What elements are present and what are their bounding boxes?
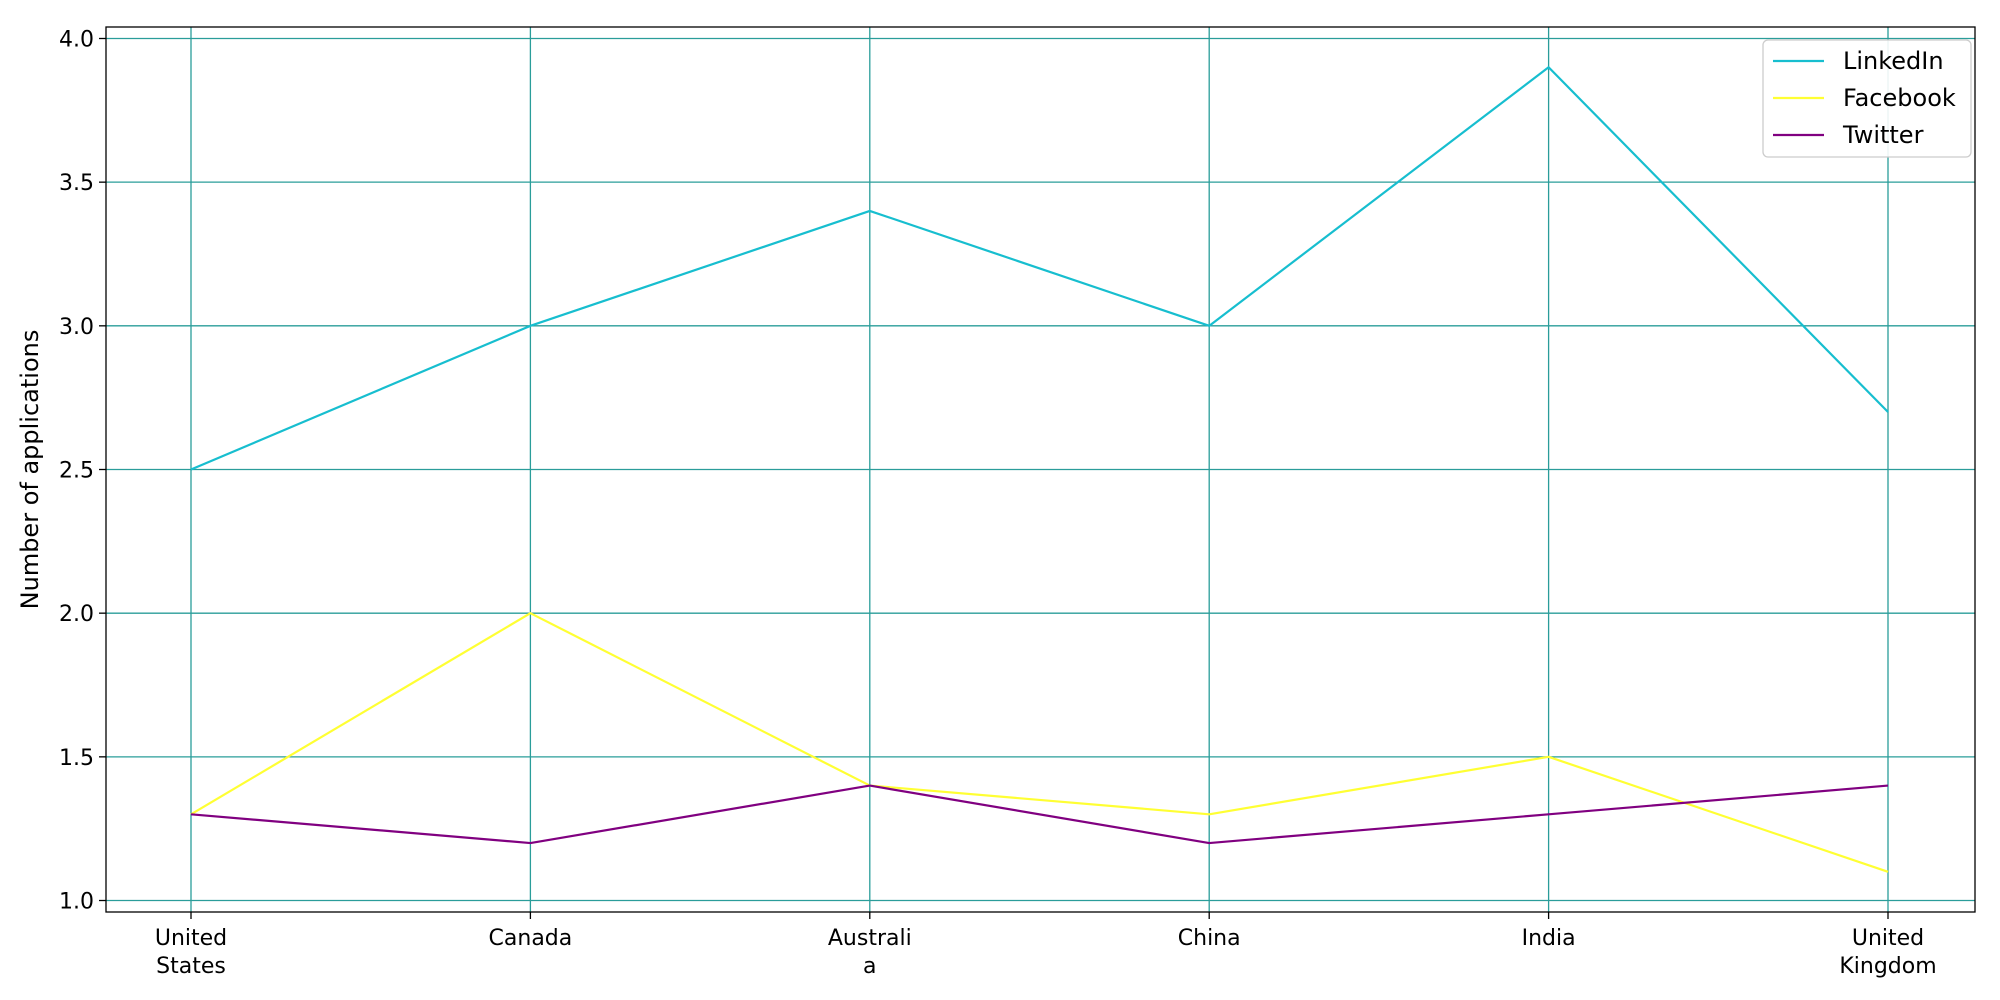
x-tick-label-line: China — [1178, 926, 1241, 951]
y-tick-label: 1.0 — [59, 890, 94, 915]
x-tick-label: United Kingdom — [1839, 926, 1936, 979]
x-tick-label-line: United — [155, 926, 227, 951]
y-tick-label: 3.5 — [59, 171, 94, 196]
legend-label: Facebook — [1843, 84, 1956, 112]
x-tick-label-line: Kingdom — [1839, 954, 1936, 979]
y-tick-label: 3.0 — [59, 315, 94, 340]
y-tick-label: 4.0 — [59, 27, 94, 52]
legend-label: Twitter — [1842, 121, 1924, 149]
legend-box — [1762, 39, 1972, 158]
y-tick-label: 2.0 — [59, 602, 94, 627]
legend-label: LinkedIn — [1843, 47, 1944, 75]
x-tick-label-line: Australi — [828, 926, 912, 951]
y-tick-label: 1.5 — [59, 746, 94, 771]
x-axis-ticks: United States Canada Australi a China India Uni… — [155, 912, 1937, 979]
x-tick-label: United States — [155, 926, 227, 979]
x-tick-label-line: United — [1852, 926, 1924, 951]
x-tick-label: Australi a — [828, 926, 912, 979]
x-tick-label-line: a — [863, 954, 876, 979]
legend: LinkedIn Facebook Twitter — [1762, 39, 1972, 158]
series-line-linkedin — [190, 66, 1889, 471]
x-tick-label: Canada — [489, 926, 573, 951]
grid — [106, 27, 1975, 912]
x-tick-label: India — [1522, 926, 1576, 951]
series-lines — [190, 66, 1889, 873]
y-axis-label: Number of applications — [16, 330, 44, 610]
y-axis-ticks: 1.0 1.5 2.0 2.5 3.0 3.5 4.0 — [59, 27, 106, 915]
series-line-twitter — [190, 784, 1889, 845]
x-tick-label-line: Canada — [489, 926, 573, 951]
x-tick-label-line: States — [156, 954, 226, 979]
y-tick-label: 2.5 — [59, 459, 94, 484]
series-line-facebook — [190, 612, 1889, 873]
x-tick-label-line: India — [1522, 926, 1576, 951]
x-tick-label: China — [1178, 926, 1241, 951]
